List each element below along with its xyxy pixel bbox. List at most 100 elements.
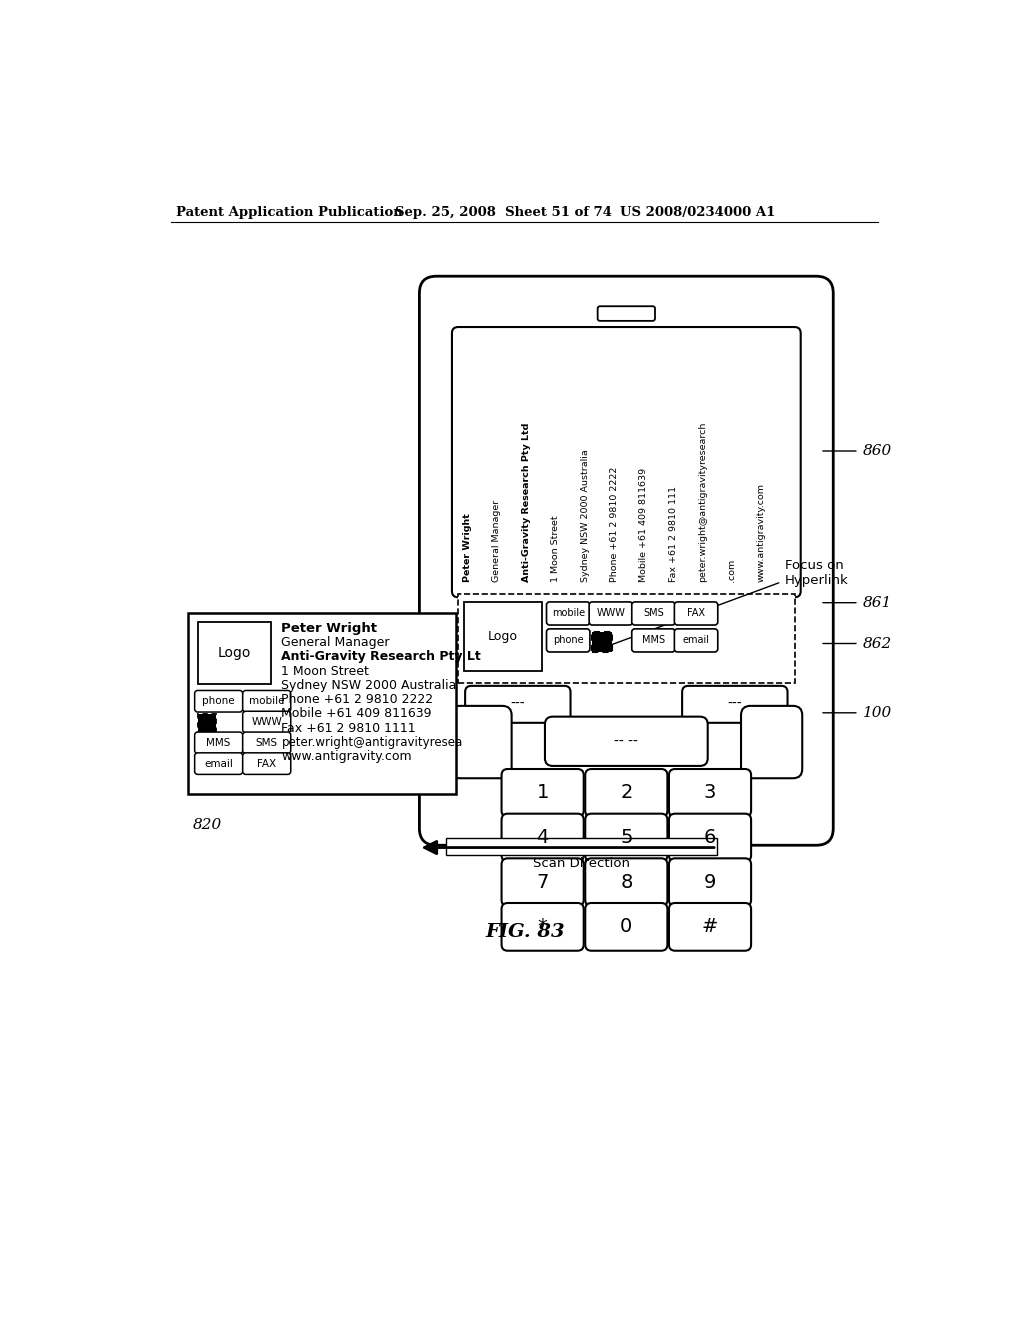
Text: FAX: FAX [687, 609, 706, 619]
FancyBboxPatch shape [502, 903, 584, 950]
FancyBboxPatch shape [632, 628, 675, 652]
Text: Peter Wright: Peter Wright [463, 513, 472, 582]
FancyBboxPatch shape [741, 706, 802, 779]
Text: Logo: Logo [488, 630, 518, 643]
FancyBboxPatch shape [586, 813, 668, 862]
FancyBboxPatch shape [586, 770, 668, 817]
FancyBboxPatch shape [682, 686, 787, 723]
Text: www.antigravity.com: www.antigravity.com [757, 483, 766, 582]
Bar [198, 714, 216, 733]
Text: 9: 9 [703, 873, 716, 892]
Text: 5: 5 [621, 828, 633, 847]
Text: ---: --- [727, 697, 742, 711]
FancyBboxPatch shape [502, 770, 584, 817]
Text: MMS: MMS [642, 635, 665, 645]
FancyBboxPatch shape [586, 903, 668, 950]
Text: mobile: mobile [249, 696, 285, 706]
Text: 860: 860 [862, 444, 892, 458]
FancyBboxPatch shape [195, 690, 243, 711]
FancyBboxPatch shape [669, 770, 751, 817]
Text: Fax +61 2 9810 111: Fax +61 2 9810 111 [669, 486, 678, 582]
FancyBboxPatch shape [675, 602, 718, 626]
Text: Fax +61 2 9810 1111: Fax +61 2 9810 1111 [282, 722, 416, 735]
Text: *: * [538, 917, 548, 936]
Text: FIG. 83: FIG. 83 [485, 923, 564, 941]
Text: 862: 862 [862, 636, 892, 651]
FancyBboxPatch shape [195, 752, 243, 775]
Text: Phone +61 2 9810 2222: Phone +61 2 9810 2222 [610, 466, 618, 582]
Text: FAX: FAX [257, 759, 276, 768]
Text: #: # [701, 917, 718, 936]
FancyBboxPatch shape [586, 858, 668, 906]
Bar [188, 612, 456, 793]
FancyBboxPatch shape [598, 306, 655, 321]
Text: Phone +61 2 9810 2222: Phone +61 2 9810 2222 [282, 693, 433, 706]
Text: Scan Direction: Scan Direction [532, 857, 630, 870]
FancyBboxPatch shape [632, 602, 675, 626]
Text: email: email [683, 635, 710, 645]
Text: 4: 4 [537, 828, 549, 847]
Text: WWW: WWW [251, 717, 282, 727]
Text: 7: 7 [537, 873, 549, 892]
FancyBboxPatch shape [243, 711, 291, 733]
FancyBboxPatch shape [420, 276, 834, 845]
Text: WWW: WWW [596, 609, 626, 619]
FancyBboxPatch shape [452, 327, 801, 598]
Text: Logo: Logo [218, 645, 251, 660]
FancyBboxPatch shape [589, 602, 633, 626]
FancyBboxPatch shape [675, 628, 718, 652]
Text: SMS: SMS [256, 738, 278, 748]
Text: Mobile +61 409 811639: Mobile +61 409 811639 [639, 467, 648, 582]
FancyBboxPatch shape [243, 733, 291, 754]
Text: email: email [204, 759, 233, 768]
FancyBboxPatch shape [465, 686, 570, 723]
Text: 820: 820 [193, 818, 221, 833]
Text: SMS: SMS [643, 609, 664, 619]
FancyBboxPatch shape [547, 602, 590, 626]
Text: www.antigravity.com: www.antigravity.com [282, 750, 412, 763]
Text: Mobile +61 409 811639: Mobile +61 409 811639 [282, 708, 432, 721]
Text: 3: 3 [703, 783, 716, 803]
FancyBboxPatch shape [243, 690, 291, 711]
Text: Focus on
Hyperlink: Focus on Hyperlink [785, 558, 849, 587]
FancyBboxPatch shape [669, 903, 751, 950]
Text: peter.wright@antigravityresea: peter.wright@antigravityresea [282, 737, 463, 748]
FancyBboxPatch shape [451, 706, 512, 779]
Text: mobile: mobile [552, 609, 585, 619]
FancyBboxPatch shape [547, 628, 590, 652]
Text: Peter Wright: Peter Wright [282, 622, 378, 635]
Text: -- --: -- -- [614, 734, 638, 748]
Text: 1 Moon Street: 1 Moon Street [282, 665, 370, 677]
FancyBboxPatch shape [243, 752, 291, 775]
Text: 6: 6 [703, 828, 716, 847]
FancyBboxPatch shape [502, 858, 584, 906]
Bar [592, 632, 612, 652]
Text: MMS: MMS [207, 738, 230, 748]
Text: .com: .com [727, 558, 736, 582]
Text: 1: 1 [537, 783, 549, 803]
Text: 1 Moon Street: 1 Moon Street [551, 515, 560, 582]
Text: US 2008/0234000 A1: US 2008/0234000 A1 [621, 206, 775, 219]
FancyBboxPatch shape [669, 813, 751, 862]
Bar [458, 594, 795, 682]
Text: phone: phone [203, 696, 234, 706]
Text: Sydney NSW 2000 Australia: Sydney NSW 2000 Australia [282, 678, 457, 692]
Text: 2: 2 [621, 783, 633, 803]
Text: Anti-Gravity Research Pty Ltd: Anti-Gravity Research Pty Ltd [522, 422, 530, 582]
Text: ---: --- [511, 697, 525, 711]
Text: 100: 100 [862, 706, 892, 719]
Bar [198, 622, 271, 684]
FancyBboxPatch shape [669, 858, 751, 906]
Bar [445, 838, 717, 855]
Text: peter.wright@antigravityresearch: peter.wright@antigravityresearch [698, 421, 708, 582]
Bar [464, 602, 542, 671]
Text: 8: 8 [621, 873, 633, 892]
FancyBboxPatch shape [502, 813, 584, 862]
Text: General Manager: General Manager [493, 500, 502, 582]
Text: Patent Application Publication: Patent Application Publication [176, 206, 402, 219]
Text: 861: 861 [862, 595, 892, 610]
Text: General Manager: General Manager [282, 636, 390, 649]
Text: Sep. 25, 2008  Sheet 51 of 74: Sep. 25, 2008 Sheet 51 of 74 [395, 206, 612, 219]
Text: 0: 0 [621, 917, 633, 936]
Text: phone: phone [553, 635, 584, 645]
